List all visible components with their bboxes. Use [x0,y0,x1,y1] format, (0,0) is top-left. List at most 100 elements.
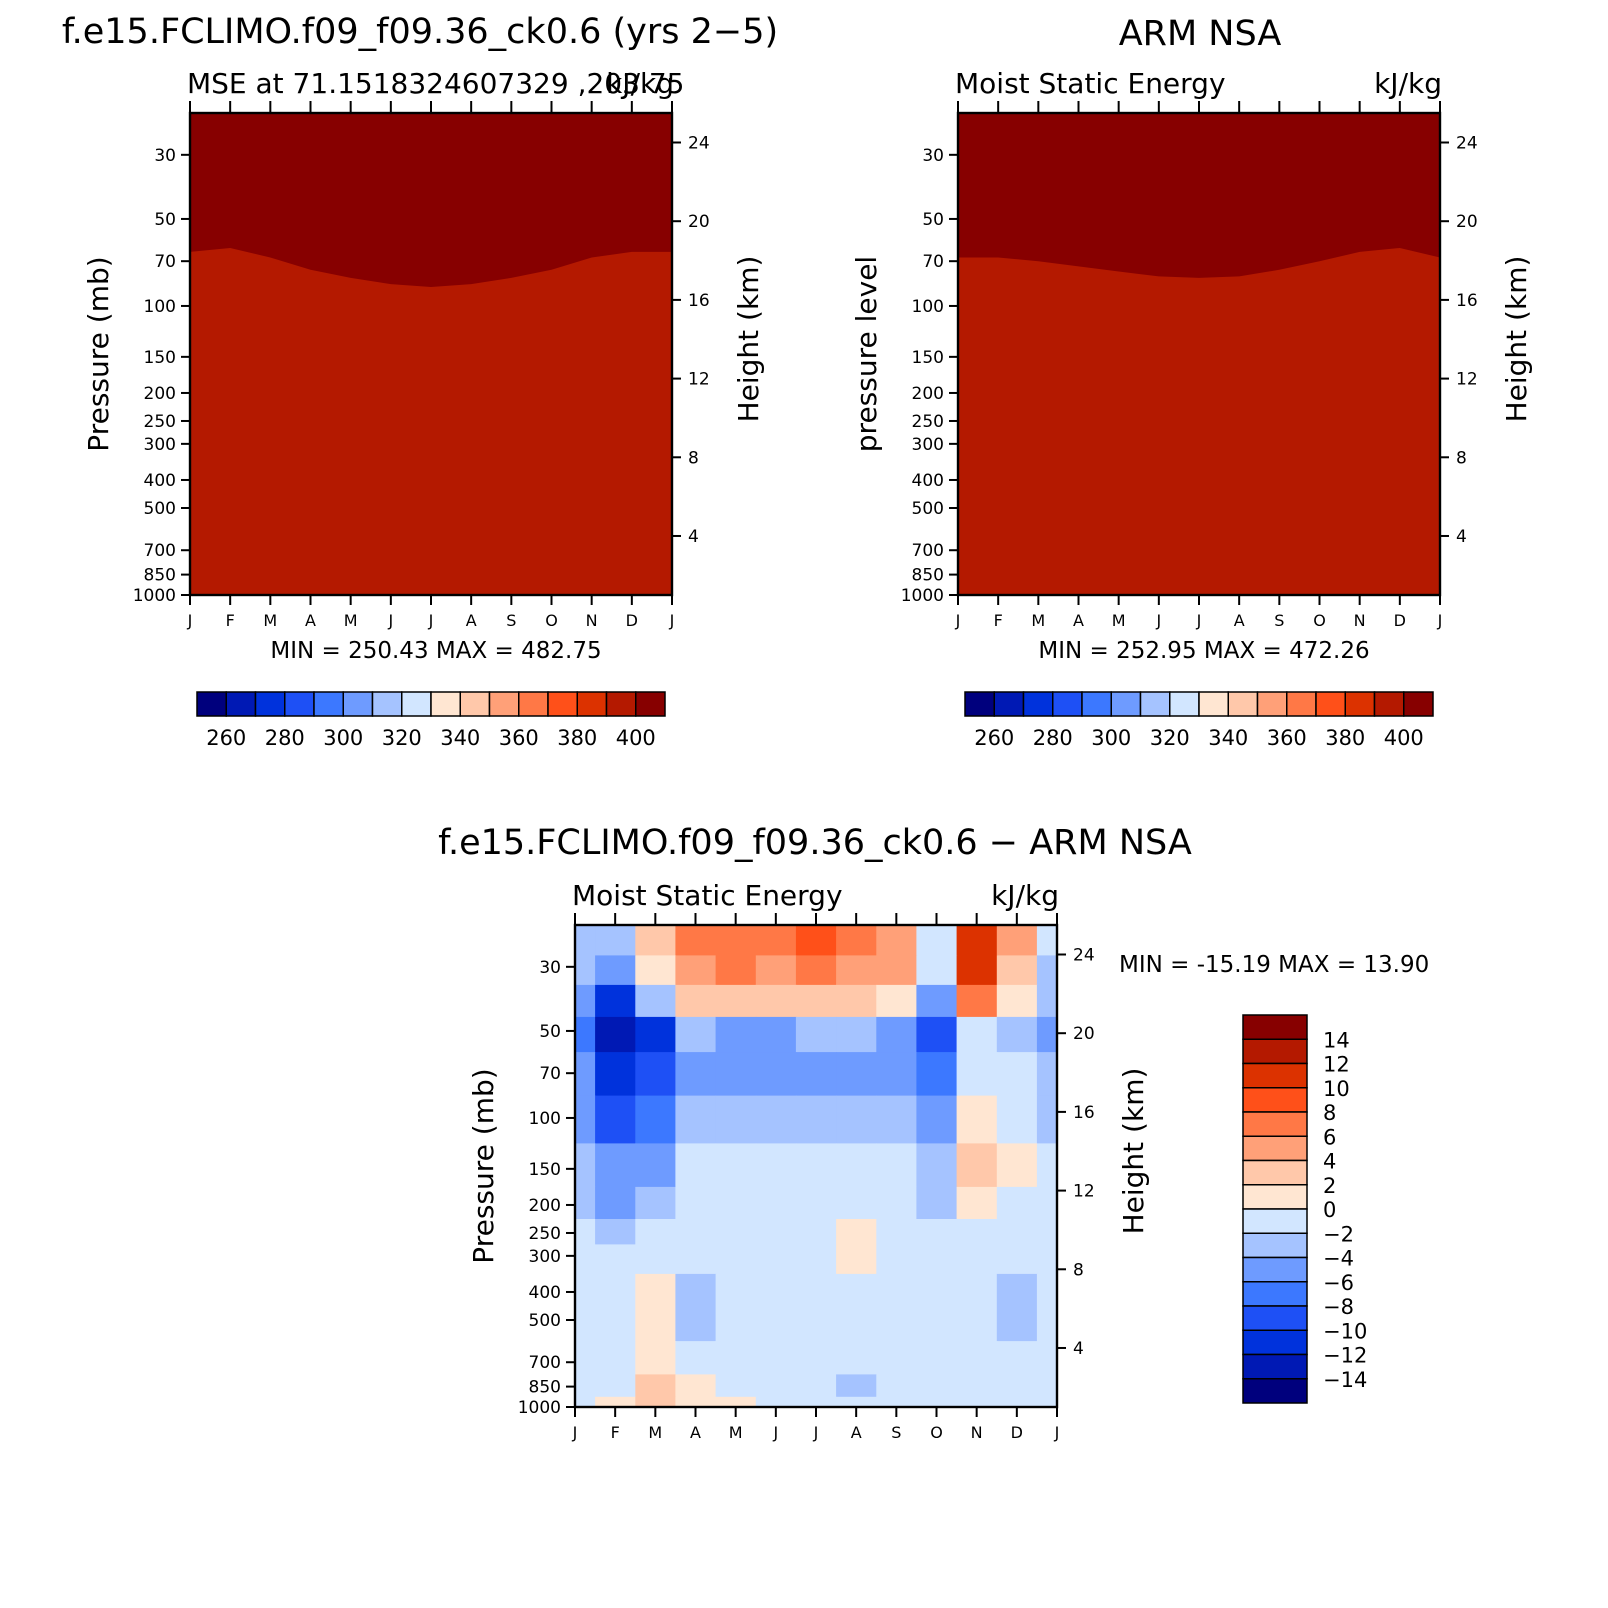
height-tick-label: 24 [1456,134,1478,154]
diff-cell [836,1374,877,1398]
height-tick-label: 16 [1073,1103,1095,1123]
height-tick-label: 8 [1073,1260,1084,1280]
pressure-tick-label: 100 [912,297,944,317]
subtitle-right: kJ/kg [606,67,674,100]
min-max-stats: MIN = 250.43 MAX = 482.75 [270,638,601,664]
diff-cell [836,1273,877,1307]
month-tick-label: D [1011,1423,1023,1442]
diff-cell [916,1052,958,1097]
diff-cell [795,1095,837,1144]
diff-cell [795,1341,837,1375]
diff-cell [575,925,596,956]
diff-cell [675,984,717,1018]
diff-cell [635,1244,677,1275]
colorbar-swatch [430,691,461,717]
diff-cell [916,1016,958,1053]
diff-cell [1036,925,1057,956]
diff-cell [675,1052,717,1097]
diff-cell [1036,1306,1057,1342]
colorbar-label: −10 [1323,1319,1367,1343]
month-tick-label: O [930,1423,943,1442]
height-tick-label: 20 [1073,1024,1095,1044]
diff-cell [996,1052,1038,1097]
month-tick-label: N [586,611,598,630]
chart-title-diff: f.e15.FCLIMO.f09_f09.36_ck0.6 − ARM NSA [438,823,1192,863]
diff-cell [795,984,837,1018]
diff-cell [916,1186,958,1220]
diff-cell [575,1341,596,1375]
diff-cell [836,984,877,1018]
y2-axis-label: Height (km) [1117,1068,1150,1235]
month-tick-label: F [994,611,1003,630]
diff-cell [675,1016,717,1053]
colorbar-swatch [1110,691,1142,717]
month-tick-label: J [955,611,961,630]
colorbar-label: −2 [1323,1222,1354,1246]
month-tick-label: S [891,1423,901,1442]
diff-cell [635,955,677,986]
contour-fill [190,113,672,595]
pressure-tick-label: 250 [144,412,176,432]
diff-cell [575,1219,596,1245]
colorbar-swatch [1242,1184,1308,1210]
diff-cell [755,1396,797,1407]
diff-cell [715,955,757,986]
diff-cell [755,1306,797,1342]
diff-cell [836,1341,877,1375]
pressure-tick-label: 300 [144,435,176,455]
diff-cell [795,1052,837,1097]
colorbar-swatch [964,691,995,717]
diff-cell [836,1396,877,1407]
colorbar-label: 14 [1323,1028,1350,1052]
diff-cell [755,1273,797,1307]
diff-cell [956,955,998,986]
pressure-tick-label: 50 [539,1022,561,1042]
pressure-tick-label: 30 [922,146,944,166]
month-tick-label: J [187,611,193,630]
colorbar-label: −4 [1323,1247,1354,1271]
diff-cell [715,1186,757,1220]
colorbar-swatch [1242,1305,1308,1331]
colorbar-swatch [1139,691,1171,717]
diff-cell [635,1143,677,1188]
colorbar-swatch [1081,691,1112,717]
pressure-tick-label: 400 [529,1283,561,1303]
diff-cell [876,1244,918,1275]
colorbar-swatch [254,691,286,717]
diff-cell [996,1306,1038,1342]
pressure-tick-label: 50 [154,210,176,230]
pressure-tick-label: 500 [529,1311,561,1331]
diff-cell [916,1341,958,1375]
colorbar-label: 12 [1323,1053,1350,1077]
diff-cell [675,1186,717,1220]
diff-cell [795,1396,837,1407]
diff-cell [836,1016,877,1053]
pressure-tick-label: 400 [144,471,176,491]
diff-cell [575,1244,596,1275]
diff-cell [876,1273,918,1307]
colorbar-label: 280 [1033,726,1073,750]
colorbar-label: 300 [323,726,363,750]
diff-cell [575,1016,596,1053]
diff-cell [996,1244,1038,1275]
contour-band [958,248,1440,595]
colorbar-swatch [576,691,608,717]
diff-cell [575,1396,596,1407]
diff-cell [715,1095,757,1144]
height-tick-label: 8 [1456,448,1467,468]
diff-cell [1036,1186,1057,1220]
pressure-tick-label: 500 [912,499,944,519]
colorbar-swatch [1242,1256,1308,1283]
diff-cell [876,1052,918,1097]
diff-cell [635,1273,677,1307]
colorbar-swatch [1022,691,1054,717]
colorbar-label: −8 [1323,1295,1354,1319]
subtitle-left: Moist Static Energy [955,67,1226,100]
contour-band [190,248,672,595]
colorbar-swatch [1242,1378,1308,1404]
diff-cell [956,1016,998,1053]
colorbar-swatch [488,691,520,717]
month-tick-label: S [506,611,516,630]
